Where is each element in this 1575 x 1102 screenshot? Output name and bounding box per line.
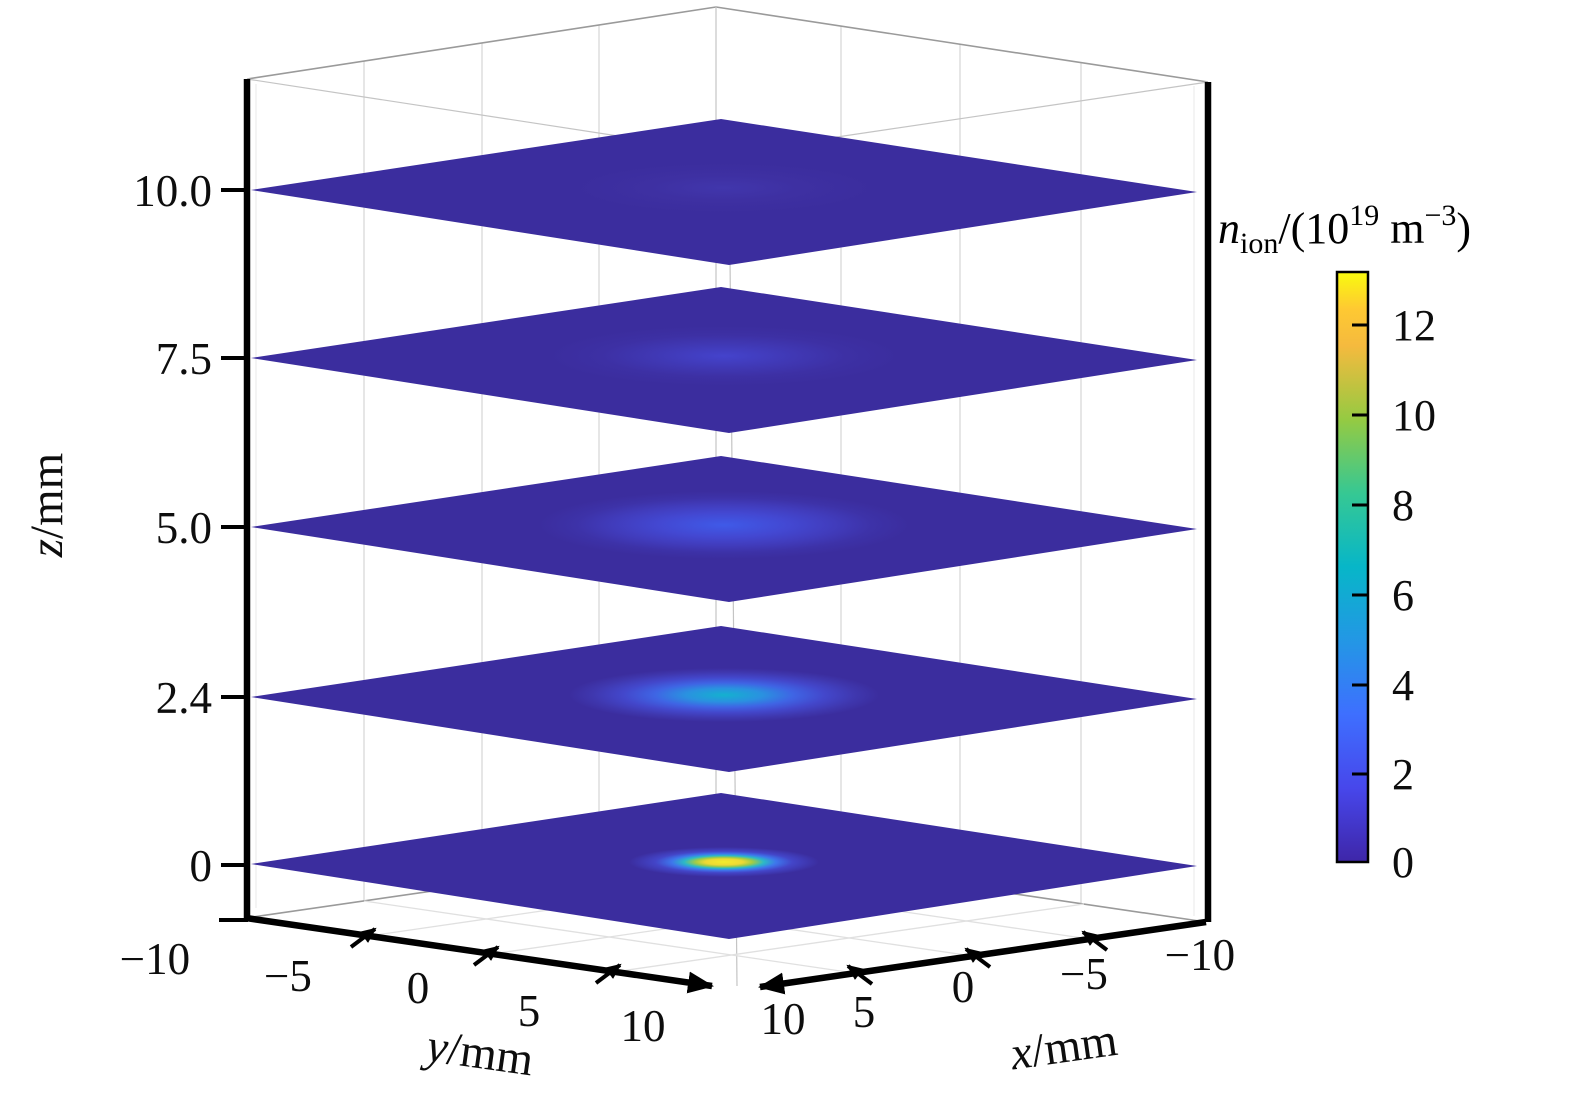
- x-tick-labels: 10 5 0 −5 −10: [761, 930, 1236, 1044]
- colorbar-gradient: [1335, 270, 1370, 864]
- density-slices: [251, 119, 1197, 939]
- y-tick-label: 10: [621, 1001, 666, 1051]
- colorbar-tick-label: 10: [1392, 391, 1436, 440]
- x-tick-label: 5: [853, 987, 876, 1037]
- slice-blob-z7-5: [549, 326, 899, 386]
- colorbar-tick-label: 6: [1392, 571, 1414, 620]
- y-tick-label: −5: [264, 951, 312, 1001]
- y-tick-label: 0: [407, 963, 430, 1013]
- colorbar-tick-label: 2: [1392, 750, 1414, 799]
- slice-z0: [251, 793, 1197, 939]
- colorbar-tick-label: 8: [1392, 481, 1414, 530]
- axis-titles: z/mm y/mm x/mm: [21, 453, 1121, 1087]
- z-tick-label: 10.0: [133, 166, 212, 216]
- z-axis-left: [219, 79, 251, 922]
- x-axis-title: x/mm: [1006, 1014, 1120, 1081]
- x-tick-label: 0: [952, 962, 975, 1012]
- z-tick-label: 2.4: [156, 673, 212, 723]
- colorbar-title: nion/(1019 m−3): [1218, 199, 1471, 260]
- colorbar: nion/(1019 m−3) 12 10 8 6 4 2 0: [1218, 199, 1471, 887]
- colorbar-tick-label: 4: [1392, 661, 1414, 710]
- x-tick-label: −5: [1060, 949, 1108, 999]
- y-tick-labels: −10 −5 0 5 10: [120, 934, 666, 1051]
- slice-z10: [251, 119, 1197, 265]
- x-tick-label: −10: [1165, 930, 1235, 980]
- colorbar-ticks: [1352, 323, 1368, 776]
- slice-blob-z2-4: [569, 668, 879, 722]
- x-tick-label: 10: [761, 994, 806, 1044]
- colorbar-tick-label: 0: [1392, 838, 1414, 887]
- z-tick-label: 5.0: [156, 503, 212, 553]
- slice-z5: [251, 456, 1197, 602]
- colorbar-tick-labels: 12 10 8 6 4 2 0: [1392, 301, 1436, 887]
- z-tick-labels: 10.0 7.5 5.0 2.4 0: [133, 166, 212, 891]
- slice-z7-5: [251, 287, 1197, 433]
- slice-blob-z10: [574, 163, 874, 213]
- y-axis: [245, 914, 714, 994]
- colorbar-tick-label: 12: [1392, 301, 1436, 350]
- z-tick-label: 7.5: [156, 334, 212, 384]
- x-axis: [758, 918, 1207, 995]
- y-tick-label: −10: [120, 934, 190, 984]
- y-tick-label: 5: [518, 986, 541, 1036]
- slice-blob-z0: [629, 847, 819, 877]
- z-axis-title: z/mm: [21, 453, 73, 558]
- slice-blob-z5: [539, 491, 909, 559]
- z-tick-label: 0: [190, 841, 213, 891]
- slice-z2-4: [251, 626, 1197, 772]
